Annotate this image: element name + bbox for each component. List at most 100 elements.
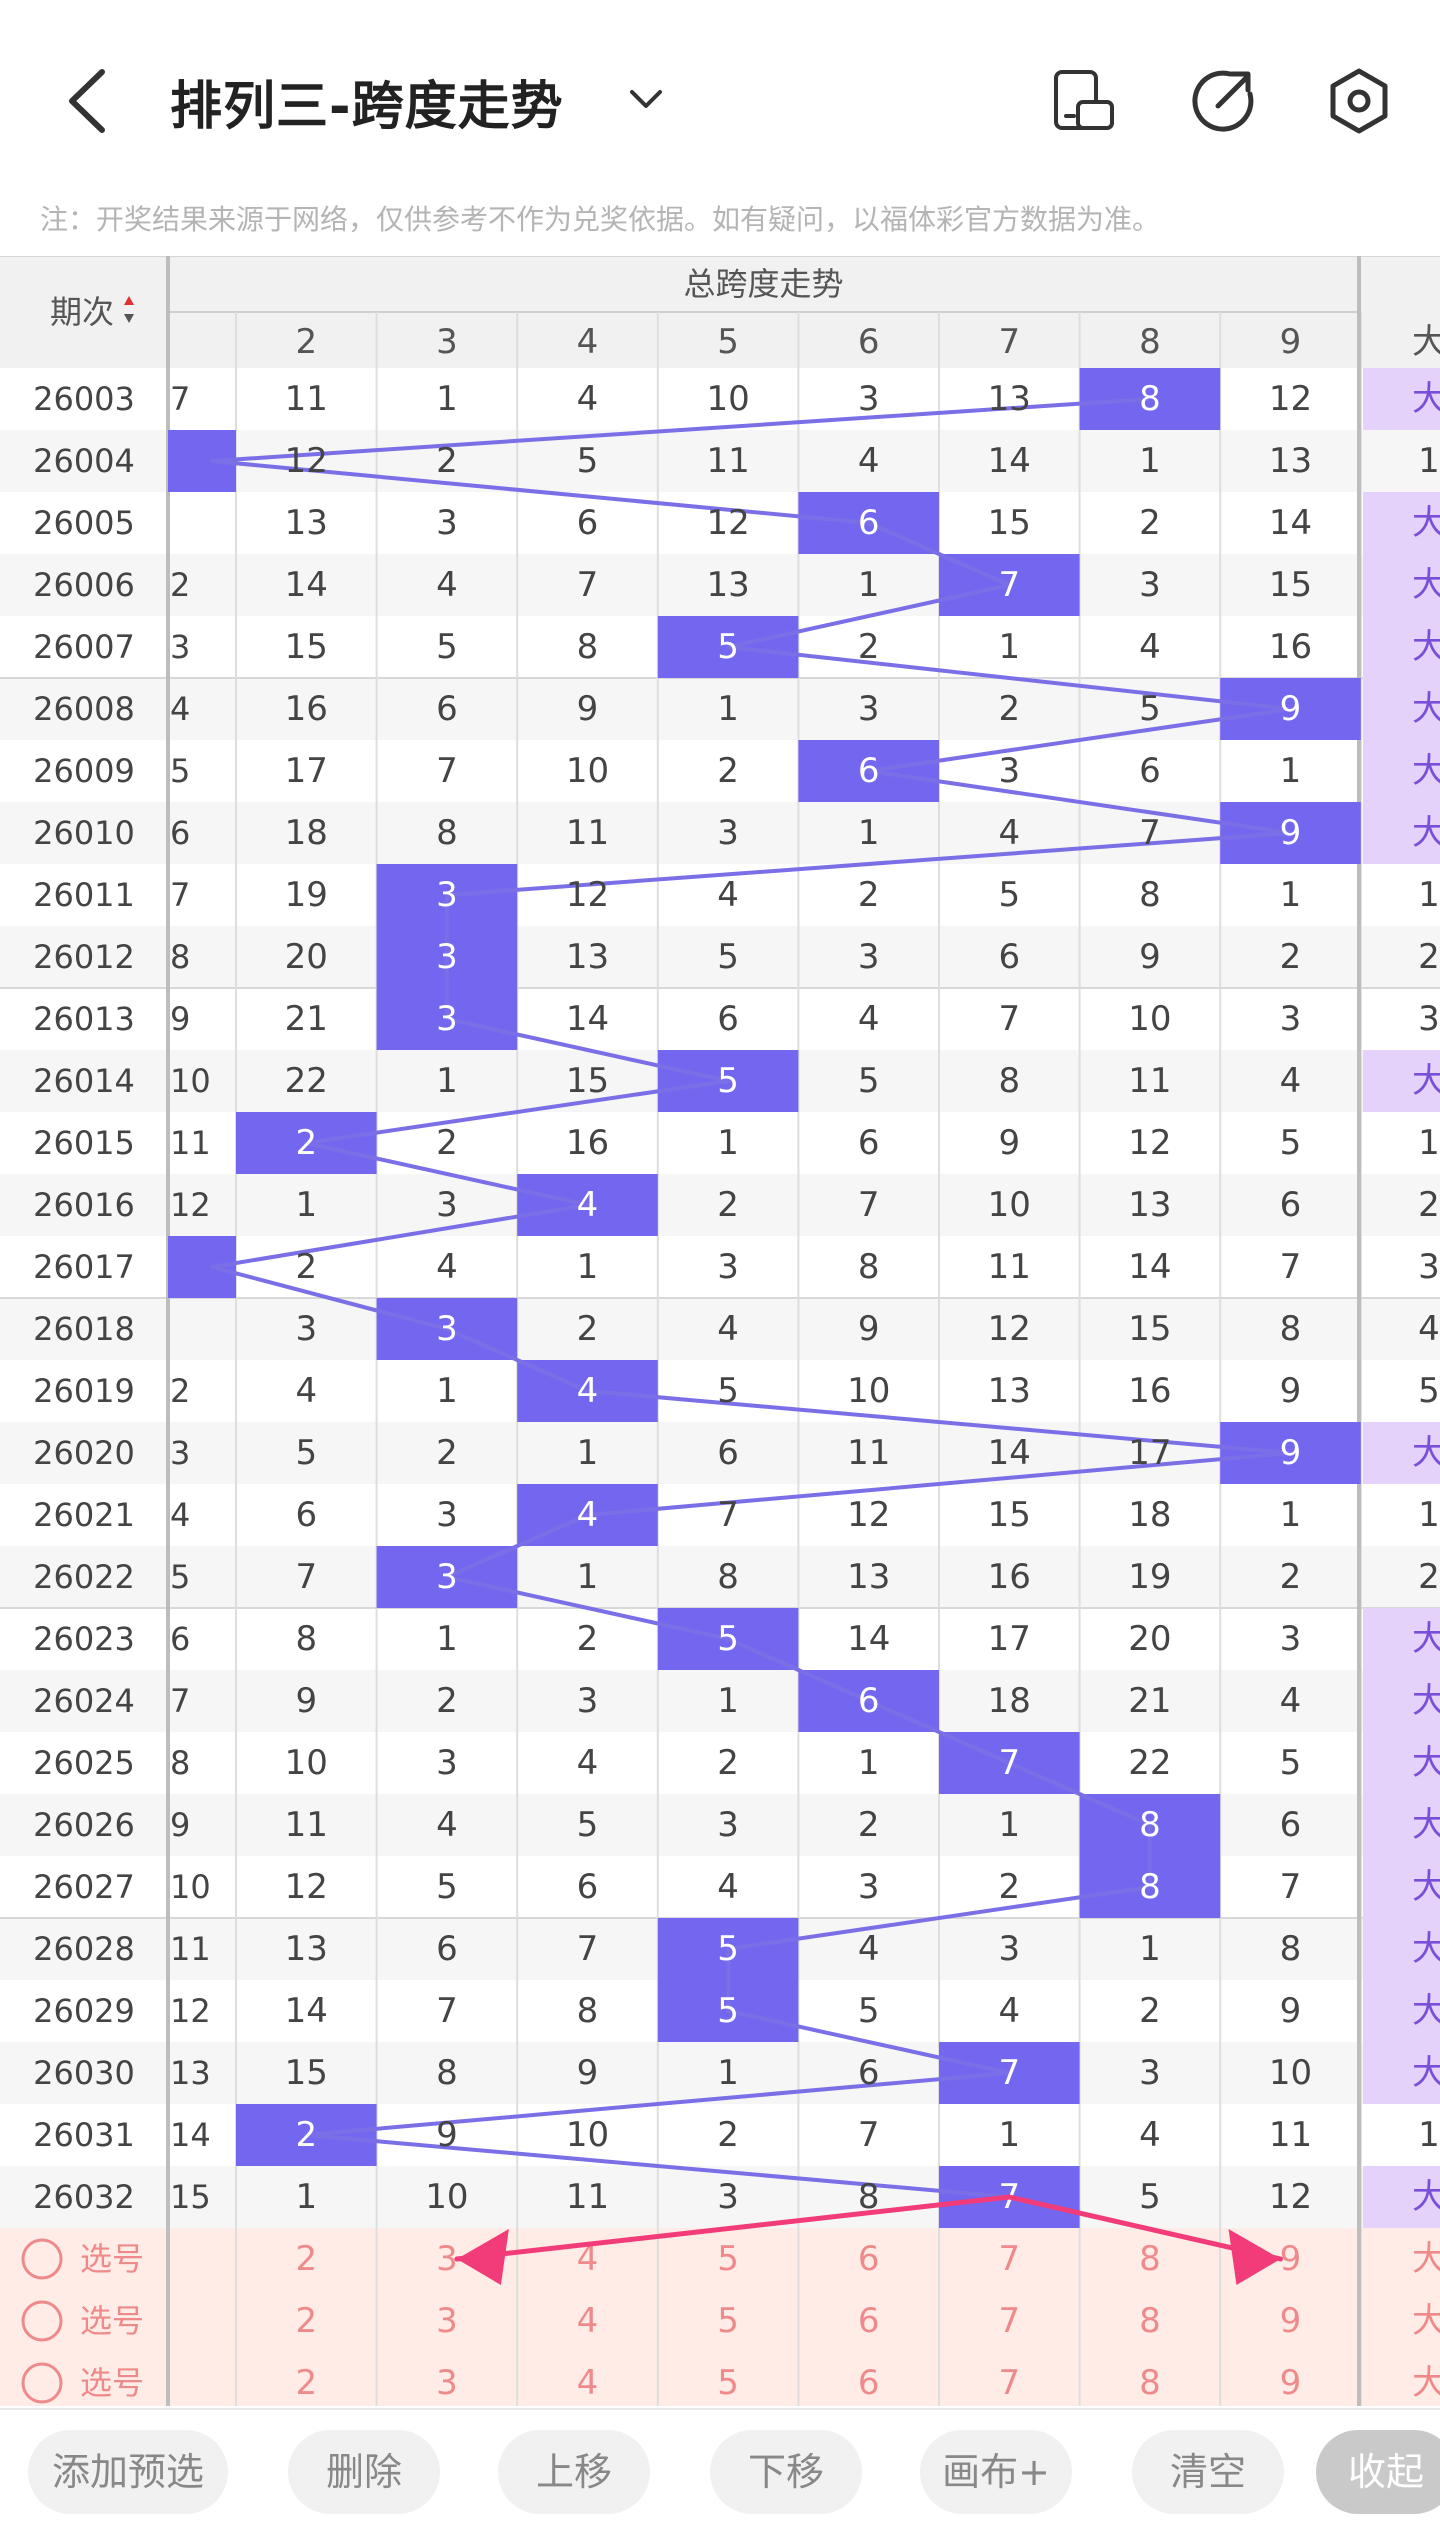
move-up-button[interactable]: 上移 — [498, 2430, 650, 2514]
big-badge-bg — [1363, 616, 1440, 678]
app-header: 排列三-跨度走势 — [0, 0, 1440, 200]
phone-rotate-icon[interactable] — [1048, 66, 1118, 136]
select-number-cell[interactable]: 9 — [1280, 2239, 1302, 2279]
span-miss-cell: 4 — [717, 1309, 739, 1349]
span-value-hit: 3 — [436, 875, 458, 915]
span-miss-cell: 3 — [858, 379, 880, 419]
right-column-cell: 大 — [1412, 1061, 1440, 1101]
big-badge-bg — [1363, 1670, 1440, 1732]
table-row-bg — [0, 1360, 1440, 1422]
sort-arrows-icon[interactable] — [124, 296, 134, 323]
select-number-cell[interactable]: 2 — [295, 2363, 317, 2403]
big-badge-bg — [1363, 1732, 1440, 1794]
span-miss-cell: 18 — [1128, 1495, 1171, 1535]
select-number-cell[interactable]: 5 — [717, 2363, 739, 2403]
right-column-cell: 2 — [1418, 1185, 1440, 1225]
span-value-hit: 5 — [717, 1061, 739, 1101]
select-number-cell[interactable]: 7 — [998, 2363, 1020, 2403]
select-number-cell[interactable]: 5 — [717, 2301, 739, 2341]
span-value-hit: 3 — [436, 1309, 458, 1349]
delete-button[interactable]: 删除 — [288, 2430, 440, 2514]
move-down-button[interactable]: 下移 — [710, 2430, 862, 2514]
select-number-cell[interactable]: 2 — [295, 2239, 317, 2279]
span-miss-cell: 8 — [858, 1247, 880, 1287]
select-number-cell[interactable]: 8 — [1139, 2363, 1161, 2403]
span-miss-cell: 14 — [988, 441, 1031, 481]
period-cell: 26024 — [33, 1682, 135, 1720]
span-miss-cell: 21 — [285, 999, 328, 1039]
select-number-cell[interactable]: 9 — [1280, 2301, 1302, 2341]
right-column-cell: 1 — [1418, 2115, 1440, 2155]
select-number-cell[interactable]: 3 — [436, 2363, 458, 2403]
select-number-cell[interactable]: 6 — [858, 2239, 880, 2279]
share-icon[interactable] — [1188, 66, 1258, 136]
collapse-button[interactable]: 收起 — [1316, 2430, 1440, 2514]
period-cell: 26013 — [33, 1000, 135, 1038]
span-miss-cell: 5 — [1139, 689, 1161, 729]
select-number-cell[interactable]: 9 — [1280, 2363, 1302, 2403]
select-row-label[interactable]: 选号 — [80, 2364, 144, 2402]
select-right-cell[interactable]: 大 — [1412, 2363, 1440, 2403]
span-miss-cell: 8 — [998, 1061, 1020, 1101]
select-radio-icon[interactable] — [21, 2300, 63, 2342]
table-row-bg — [0, 1670, 1440, 1732]
select-right-cell[interactable]: 大 — [1412, 2239, 1440, 2279]
span-miss-cell: 9 — [436, 2115, 458, 2155]
span-miss-cell: 4 — [1139, 2115, 1161, 2155]
select-radio-icon[interactable] — [21, 2362, 63, 2404]
chevron-down-icon[interactable] — [626, 80, 666, 120]
table-row-bg — [0, 1484, 1440, 1546]
select-number-cell[interactable]: 5 — [717, 2239, 739, 2279]
span-miss-cell: 13 — [1269, 441, 1312, 481]
add-preselect-button[interactable]: 添加预选 — [28, 2430, 228, 2514]
span-value-hit: 9 — [1280, 813, 1302, 853]
big-badge-bg — [1363, 1422, 1440, 1484]
select-number-cell[interactable]: 8 — [1139, 2239, 1161, 2279]
span-miss-cell: 1 — [998, 627, 1020, 667]
select-number-cell[interactable]: 7 — [998, 2301, 1020, 2341]
select-number-cell[interactable]: 2 — [295, 2301, 317, 2341]
span-miss-cell: 9 — [577, 2053, 599, 2093]
select-number-cell[interactable]: 6 — [858, 2363, 880, 2403]
period-cell: 26012 — [33, 938, 135, 976]
select-row-label[interactable]: 选号 — [80, 2240, 144, 2278]
big-badge-bg — [1363, 492, 1440, 554]
select-number-cell[interactable]: 8 — [1139, 2301, 1161, 2341]
right-column-cell: 大 — [1412, 1433, 1440, 1473]
period-header[interactable]: 期次 — [50, 293, 114, 331]
select-row-label[interactable]: 选号 — [80, 2302, 144, 2340]
chevron-left-icon[interactable] — [60, 66, 120, 136]
select-number-cell[interactable]: 3 — [436, 2301, 458, 2341]
big-badge-bg — [1363, 802, 1440, 864]
span-miss-cell: 6 — [1139, 751, 1161, 791]
select-number-cell[interactable]: 6 — [858, 2301, 880, 2341]
select-number-cell[interactable]: 7 — [998, 2239, 1020, 2279]
table-row-bg — [0, 1732, 1440, 1794]
span-miss-cell: 7 — [436, 751, 458, 791]
column-header-9: 9 — [1280, 322, 1302, 362]
span-miss-cell: 4 — [858, 999, 880, 1039]
span-miss-cell: 3 — [577, 1681, 599, 1721]
partial-cell: 5 — [170, 1558, 190, 1596]
canvas-plus-button[interactable]: 画布+ — [920, 2430, 1072, 2514]
span-miss-cell: 7 — [858, 1185, 880, 1225]
settings-hex-icon[interactable] — [1324, 66, 1394, 136]
select-right-cell[interactable]: 大 — [1412, 2301, 1440, 2341]
select-number-cell[interactable]: 4 — [577, 2363, 599, 2403]
select-number-cell[interactable]: 4 — [577, 2239, 599, 2279]
partial-cell: 7 — [170, 876, 190, 914]
select-radio-icon[interactable] — [21, 2238, 63, 2280]
period-cell: 26011 — [33, 876, 135, 914]
span-miss-cell: 19 — [285, 875, 328, 915]
span-miss-cell: 3 — [998, 1929, 1020, 1969]
page-title[interactable]: 排列三-跨度走势 — [170, 77, 564, 137]
span-miss-cell: 1 — [998, 2115, 1020, 2155]
span-miss-cell: 1 — [1280, 751, 1302, 791]
span-miss-cell: 2 — [577, 1619, 599, 1659]
select-number-cell[interactable]: 3 — [436, 2239, 458, 2279]
span-miss-cell: 1 — [998, 1805, 1020, 1845]
select-number-cell[interactable]: 4 — [577, 2301, 599, 2341]
clear-button[interactable]: 清空 — [1132, 2430, 1284, 2514]
span-miss-cell: 17 — [285, 751, 328, 791]
